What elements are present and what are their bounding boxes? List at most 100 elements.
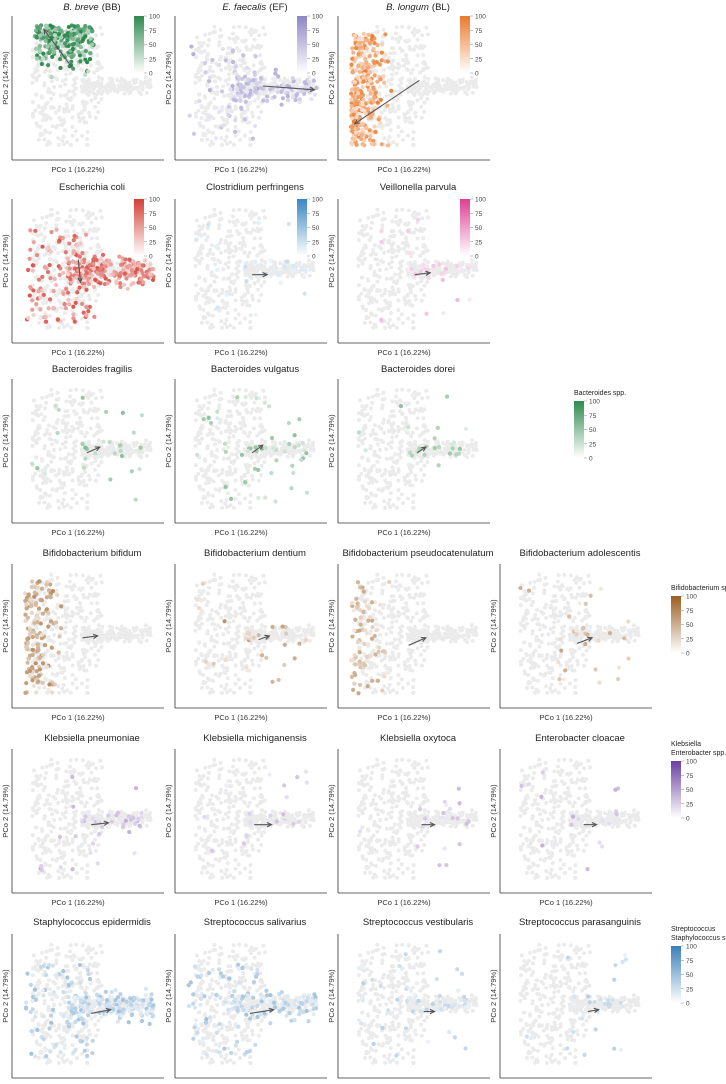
abundance-point [415,217,421,222]
abundance-point [273,67,278,72]
abundance-point [253,86,258,91]
sample-point [45,427,50,432]
sample-point [425,97,430,102]
sample-point [219,471,224,476]
abundance-point [300,440,305,446]
sample-point [389,243,394,248]
sample-point [200,73,205,78]
sample-point [245,410,250,415]
sample-point [211,30,216,35]
sample-point [469,438,474,443]
abundance-point [43,38,48,44]
abundance-point [77,285,82,290]
abundance-point [243,99,248,104]
sample-point [259,473,264,478]
sample-point [404,57,409,62]
abundance-point [233,93,238,99]
sample-point [35,68,40,73]
abundance-point [426,275,431,281]
colorbar-tick-label: 100 [312,197,323,204]
y-axis-label: PCo 2 (14.79%) [1,51,10,105]
abundance-point [268,258,273,263]
sample-point [388,505,393,510]
sample-point [398,46,403,51]
sample-point [227,399,232,404]
sample-point [306,258,311,263]
sample-point [247,303,252,308]
sample-point [231,36,236,41]
sample-point [252,37,257,42]
sample-point [85,320,90,325]
sample-point [79,84,84,89]
sample-point [216,426,221,431]
sample-point [49,96,54,101]
sample-point [452,84,457,89]
abundance-point [43,23,49,28]
abundance-point [360,102,365,107]
sample-point [404,236,409,241]
abundance-point [368,115,374,120]
sample-point [212,24,217,29]
sample-point [96,100,101,105]
sample-point [30,55,35,60]
abundance-point [262,400,267,405]
sample-point [193,418,198,423]
abundance-point [269,435,275,441]
sample-point [69,96,74,101]
sample-point [400,259,405,264]
abundance-point [206,415,211,421]
abundance-point [215,305,220,310]
abundance-point [187,113,192,118]
sample-point [381,486,386,491]
sample-point [466,445,471,450]
abundance-point [356,63,361,68]
sample-point [421,424,426,429]
sample-point [385,122,390,127]
sample-point [245,462,250,467]
sample-point [408,410,413,415]
sample-point [57,104,62,109]
sample-point [420,396,425,401]
sample-point [201,496,206,501]
panel-title: Clostridium perfringens [206,182,304,193]
sample-point [361,246,366,251]
sample-point [88,213,93,218]
sample-point [198,123,203,128]
abundance-point [377,62,382,67]
sample-point [233,478,238,483]
abundance-point [203,60,208,66]
sample-point [64,456,69,461]
abundance-point [367,128,372,133]
sample-point [406,496,411,501]
sample-point [414,63,419,68]
sample-point [85,130,90,135]
sample-point [37,436,42,441]
sample-point [422,293,427,298]
sample-point [414,246,419,251]
abundance-point [61,291,66,296]
sample-point [421,61,426,66]
sample-point [236,312,241,317]
sample-point [384,276,389,281]
sample-point [220,505,225,510]
sample-point [70,429,75,434]
abundance-point [431,263,436,269]
sample-point [241,57,246,62]
sample-point [47,313,52,318]
sample-point [369,468,374,473]
sample-point [243,388,248,393]
sample-point [196,108,201,113]
sample-point [70,488,75,493]
sample-point [44,492,49,497]
abundance-point [297,417,302,422]
sample-point [100,77,105,82]
sample-point [199,320,204,325]
abundance-point [350,56,355,61]
sample-point [51,105,56,110]
sample-point [366,215,371,220]
abundance-point [368,133,373,138]
abundance-point [364,60,369,65]
abundance-point [302,291,307,296]
sample-point [144,90,149,95]
sample-point [386,66,391,71]
